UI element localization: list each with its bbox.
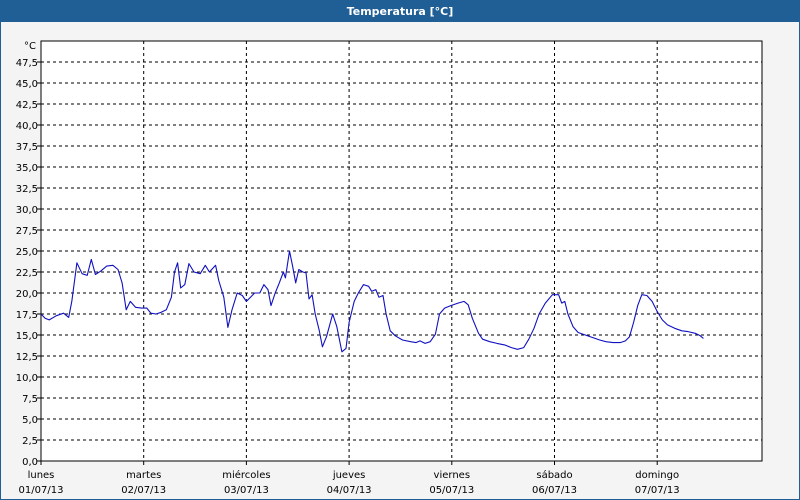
y-tick-label: 12,5 bbox=[16, 352, 38, 363]
x-tick-day-label: domingo bbox=[635, 470, 679, 481]
temperature-series-line bbox=[40, 250, 704, 353]
y-tick-label: 25,0 bbox=[16, 247, 38, 258]
x-tick-date-label: 06/07/13 bbox=[532, 485, 577, 496]
y-tick-label: 20,0 bbox=[16, 289, 38, 300]
y-tick-label: 22,5 bbox=[16, 268, 38, 279]
x-tick-day-label: sábado bbox=[536, 469, 572, 481]
y-tick-label: 45,0 bbox=[16, 79, 38, 90]
y-tick-label: 40,0 bbox=[16, 121, 38, 132]
x-tick-date-label: 07/07/13 bbox=[635, 485, 680, 496]
y-tick-label: 15,0 bbox=[16, 331, 38, 342]
x-tick-date-label: 01/07/13 bbox=[19, 485, 64, 496]
y-tick-label: 7,5 bbox=[22, 394, 38, 405]
x-tick-day-label: martes bbox=[126, 470, 161, 481]
y-axis-unit-label: °C bbox=[24, 41, 36, 52]
x-tick-day-label: viernes bbox=[434, 470, 470, 481]
temperature-chart: 0,0 2,5 5,0 7,5 10,0 12,5 15,0 17,5 20,0 22,5 25,0… bbox=[16, 40, 763, 496]
y-tick-label: 2,5 bbox=[22, 436, 38, 447]
x-tick-date-label: 04/07/13 bbox=[327, 485, 372, 496]
y-tick-label: 42,5 bbox=[16, 100, 38, 111]
y-tick-label: 17,5 bbox=[16, 310, 38, 321]
y-tick-label: 30,0 bbox=[16, 205, 38, 216]
x-tick-date-label: 05/07/13 bbox=[429, 485, 474, 496]
y-tick-label: 10,0 bbox=[16, 373, 38, 384]
x-tick-day-label: jueves bbox=[332, 470, 366, 481]
x-tick-day-label: lunes bbox=[28, 470, 55, 481]
y-tick-label: 35,0 bbox=[16, 163, 38, 174]
y-tick-label: 0,0 bbox=[22, 457, 38, 468]
y-tick-label: 32,5 bbox=[16, 184, 38, 195]
y-tick-label: 27,5 bbox=[16, 226, 38, 237]
plot-frame bbox=[40, 40, 763, 462]
window-title: Temperatura [°C] bbox=[1, 1, 799, 22]
y-tick-label: 47,5 bbox=[16, 58, 38, 69]
x-tick-date-label: 03/07/13 bbox=[224, 485, 269, 496]
y-tick-label: 37,5 bbox=[16, 142, 38, 153]
y-tick-label: 5,0 bbox=[22, 415, 38, 426]
x-tick-day-label: miércoles bbox=[222, 469, 270, 481]
x-tick-date-label: 02/07/13 bbox=[121, 485, 166, 496]
